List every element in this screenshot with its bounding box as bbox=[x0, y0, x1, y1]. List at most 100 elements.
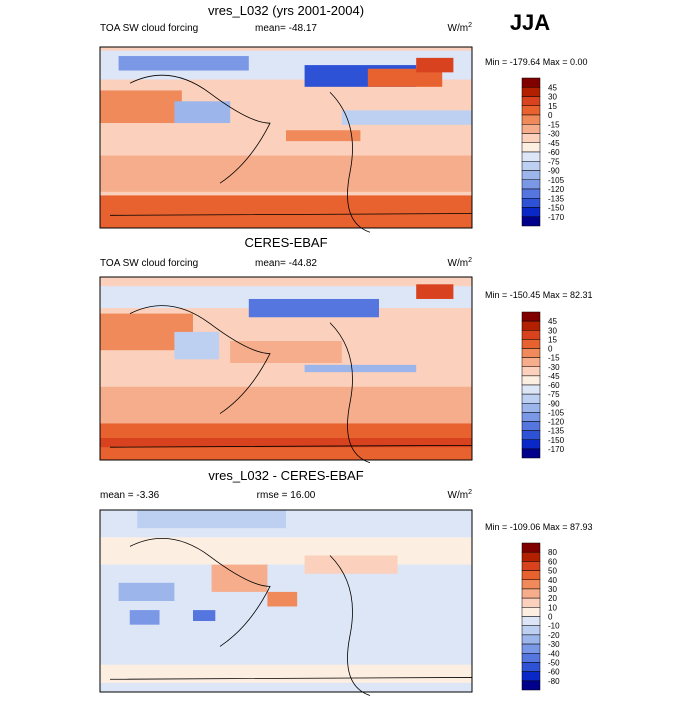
colorbar-label: 30 bbox=[548, 93, 557, 102]
colorbar-box bbox=[521, 421, 541, 431]
colorbar-label: 40 bbox=[548, 576, 557, 585]
colorbar-label: 20 bbox=[548, 594, 557, 603]
colorbar-label: -60 bbox=[548, 668, 560, 677]
colorbar-box bbox=[521, 339, 541, 349]
colorbar-box bbox=[521, 188, 541, 199]
unit-sup: 2 bbox=[468, 257, 472, 264]
colorbar-box bbox=[521, 625, 541, 636]
colorbar-box bbox=[521, 124, 541, 134]
colorbar-label: -40 bbox=[548, 649, 560, 658]
colorbar-label: 45 bbox=[548, 317, 557, 326]
colorbar-label: -105 bbox=[548, 176, 565, 185]
colorbar-label: -20 bbox=[548, 631, 560, 640]
colorbar-box bbox=[521, 179, 541, 190]
colorbar-label: 0 bbox=[548, 613, 553, 622]
colorbar-box bbox=[521, 643, 541, 654]
colorbar-box bbox=[521, 448, 541, 459]
colorbar-label: -45 bbox=[548, 372, 560, 381]
colorbar-label: -170 bbox=[548, 445, 565, 454]
map-field bbox=[193, 610, 216, 622]
colorbar-box bbox=[521, 87, 541, 97]
map-field bbox=[174, 101, 231, 124]
colorbar-box bbox=[521, 561, 541, 571]
coastline bbox=[109, 538, 473, 696]
colorbar-label: -105 bbox=[548, 408, 565, 417]
colorbar-label: 80 bbox=[548, 548, 557, 557]
colorbar-box bbox=[521, 198, 541, 208]
map-field bbox=[100, 537, 472, 565]
panel-title: vres_L032 (yrs 2001-2004) bbox=[208, 3, 364, 18]
colorbar-label: 0 bbox=[548, 111, 553, 120]
colorbar-box bbox=[521, 105, 541, 116]
min-max: Min = -150.45 Max = 82.31 bbox=[485, 290, 593, 300]
colorbar-label: -30 bbox=[548, 363, 560, 372]
colorbar-label: -30 bbox=[548, 130, 560, 139]
colorbar-box bbox=[521, 96, 541, 106]
colorbar-label: 30 bbox=[548, 326, 557, 335]
colorbar-box bbox=[521, 634, 541, 645]
colorbar-label: -150 bbox=[548, 436, 565, 445]
map-field bbox=[118, 582, 175, 601]
colorbar-label: -60 bbox=[548, 381, 560, 390]
panel-center-label: mean= -44.82 bbox=[255, 258, 317, 269]
colorbar-box bbox=[521, 551, 541, 562]
unit-sup: 2 bbox=[468, 22, 472, 29]
colorbar-box bbox=[521, 375, 541, 386]
colorbar-box bbox=[521, 579, 541, 590]
colorbar-box bbox=[521, 439, 541, 450]
colorbar-label: -15 bbox=[548, 120, 560, 129]
colorbar-label: 60 bbox=[548, 557, 557, 566]
map-field bbox=[230, 341, 342, 364]
map-field bbox=[118, 56, 249, 71]
colorbar-label: 0 bbox=[548, 345, 553, 354]
unit-base: W/m bbox=[448, 490, 469, 501]
map-field bbox=[100, 438, 472, 448]
colorbar-box bbox=[521, 142, 541, 153]
colorbar-box bbox=[521, 430, 541, 440]
map-frame bbox=[99, 276, 473, 461]
colorbar-box bbox=[521, 607, 541, 617]
colorbar-label: -50 bbox=[548, 658, 560, 667]
map-field bbox=[100, 155, 472, 192]
colorbar-box bbox=[521, 357, 541, 367]
colorbar-box bbox=[521, 151, 541, 162]
unit-label: W/m2 bbox=[448, 489, 473, 501]
map-field bbox=[211, 564, 268, 592]
colorbar-box bbox=[521, 133, 541, 143]
unit-base: W/m bbox=[448, 258, 469, 269]
map-field bbox=[100, 90, 182, 124]
colorbar-label: 10 bbox=[548, 603, 557, 612]
map-field bbox=[416, 57, 454, 73]
colorbar-label: -30 bbox=[548, 640, 560, 649]
colorbar-label: -15 bbox=[548, 354, 560, 363]
colorbar-box bbox=[521, 384, 541, 395]
colorbar-box bbox=[521, 616, 541, 626]
coastline bbox=[109, 74, 473, 233]
colorbar-box bbox=[521, 320, 541, 331]
colorbar-label: -60 bbox=[548, 148, 560, 157]
panel-left-label: TOA SW cloud forcing bbox=[100, 258, 198, 269]
colorbar-box bbox=[521, 662, 541, 672]
min-max: Min = -109.06 Max = 87.93 bbox=[485, 522, 593, 532]
panel-left-label: mean = -3.36 bbox=[100, 490, 160, 501]
panel-center-label: mean= -48.17 bbox=[255, 23, 317, 34]
map-field bbox=[100, 386, 472, 424]
colorbar-box bbox=[521, 207, 541, 217]
colorbar-label: -80 bbox=[548, 677, 560, 686]
colorbar-box bbox=[521, 671, 541, 682]
panel-title: CERES-EBAF bbox=[244, 235, 327, 250]
colorbar-label: 30 bbox=[548, 585, 557, 594]
colorbar-label: -135 bbox=[548, 194, 565, 203]
colorbar-label: -10 bbox=[548, 622, 560, 631]
colorbar-box bbox=[521, 170, 541, 180]
map-field bbox=[100, 664, 472, 683]
colorbar-box bbox=[521, 311, 541, 322]
colorbar-box bbox=[521, 216, 541, 227]
colorbar-box bbox=[521, 653, 541, 663]
colorbar-label: 15 bbox=[548, 335, 557, 344]
map-frame bbox=[99, 46, 473, 229]
colorbar-label: 45 bbox=[548, 83, 557, 92]
colorbar-box bbox=[521, 570, 541, 580]
coastline bbox=[109, 305, 473, 464]
